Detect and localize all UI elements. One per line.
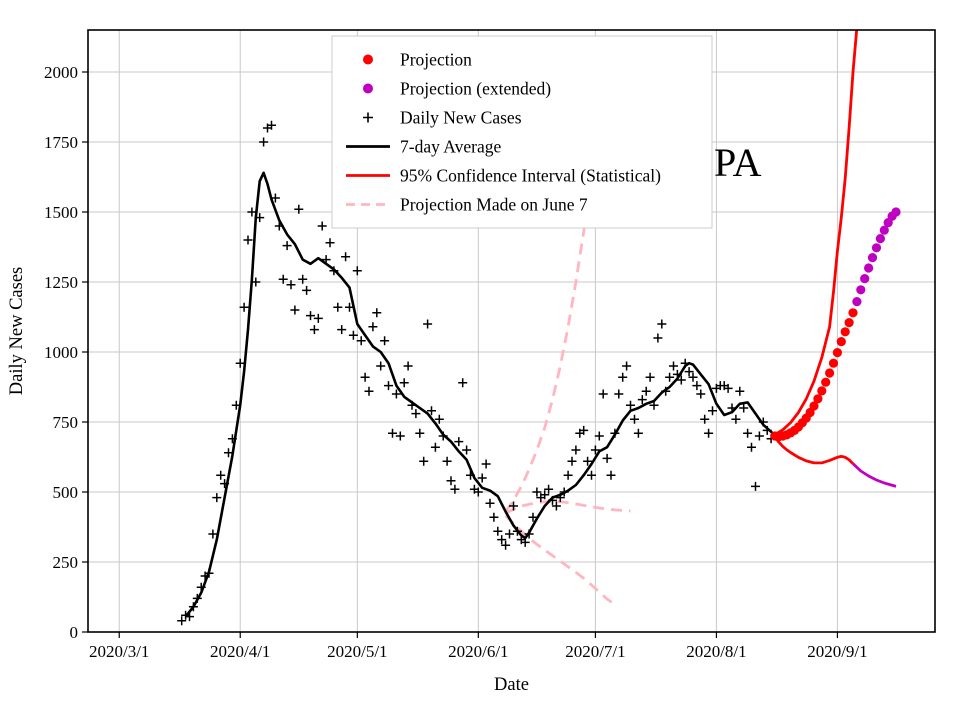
series-ci-lower-extended bbox=[852, 462, 897, 488]
y-tick-label: 2000 bbox=[44, 63, 78, 82]
x-tick-label: 2020/7/1 bbox=[565, 642, 625, 661]
legend-marker-dot bbox=[363, 83, 373, 94]
series-projection bbox=[770, 308, 858, 442]
x-tick-label: 2020/8/1 bbox=[686, 642, 746, 661]
x-axis-title: Date bbox=[494, 675, 529, 695]
x-tick-label: 2020/4/1 bbox=[210, 642, 270, 661]
y-tick-label: 250 bbox=[53, 553, 79, 572]
legend: Projection Projection (extended) Daily New… bbox=[331, 35, 713, 229]
y-tick-label: 1250 bbox=[44, 273, 78, 292]
legend-marker-dot bbox=[363, 54, 373, 65]
legend-label: Projection bbox=[400, 50, 472, 70]
series-june7-lower bbox=[504, 514, 616, 606]
legend-label: Projection Made on June 7 bbox=[400, 195, 588, 215]
series-june7-mid bbox=[505, 499, 631, 515]
x-tick-label: 2020/9/1 bbox=[807, 642, 867, 661]
state-annotation: PA bbox=[714, 140, 762, 185]
legend-box bbox=[331, 35, 713, 229]
y-tick-label: 1500 bbox=[44, 203, 78, 222]
y-tick-label: 750 bbox=[53, 413, 79, 432]
y-axis-title: Daily New Cases bbox=[7, 267, 27, 395]
y-tick-label: 500 bbox=[53, 483, 79, 502]
x-tick-label: 2020/3/1 bbox=[89, 642, 149, 661]
x-tick-label: 2020/5/1 bbox=[327, 642, 387, 661]
y-tick-label: 1750 bbox=[44, 133, 78, 152]
y-axis: 0 250 500 750 1000 1250 1500 1750 2000 bbox=[44, 63, 88, 642]
y-tick-label: 0 bbox=[70, 623, 79, 642]
legend-label: 95% Confidence Interval (Statistical) bbox=[400, 166, 661, 186]
series-ci-upper bbox=[774, 30, 859, 436]
y-tick-label: 1000 bbox=[44, 343, 78, 362]
legend-label: Daily New Cases bbox=[400, 108, 522, 128]
x-axis: 2020/3/1 2020/4/1 2020/5/1 2020/6/1 2020/7/1… bbox=[89, 632, 868, 661]
series-daily-new-cases bbox=[177, 120, 776, 626]
legend-marker-plus bbox=[363, 112, 373, 123]
plot-frame bbox=[87, 29, 936, 633]
x-tick-label: 2020/6/1 bbox=[448, 642, 508, 661]
series-projection-extended bbox=[852, 207, 901, 307]
legend-label: Projection (extended) bbox=[400, 79, 551, 99]
legend-label: 7-day Average bbox=[400, 137, 501, 157]
series-ci-lower bbox=[773, 436, 854, 465]
